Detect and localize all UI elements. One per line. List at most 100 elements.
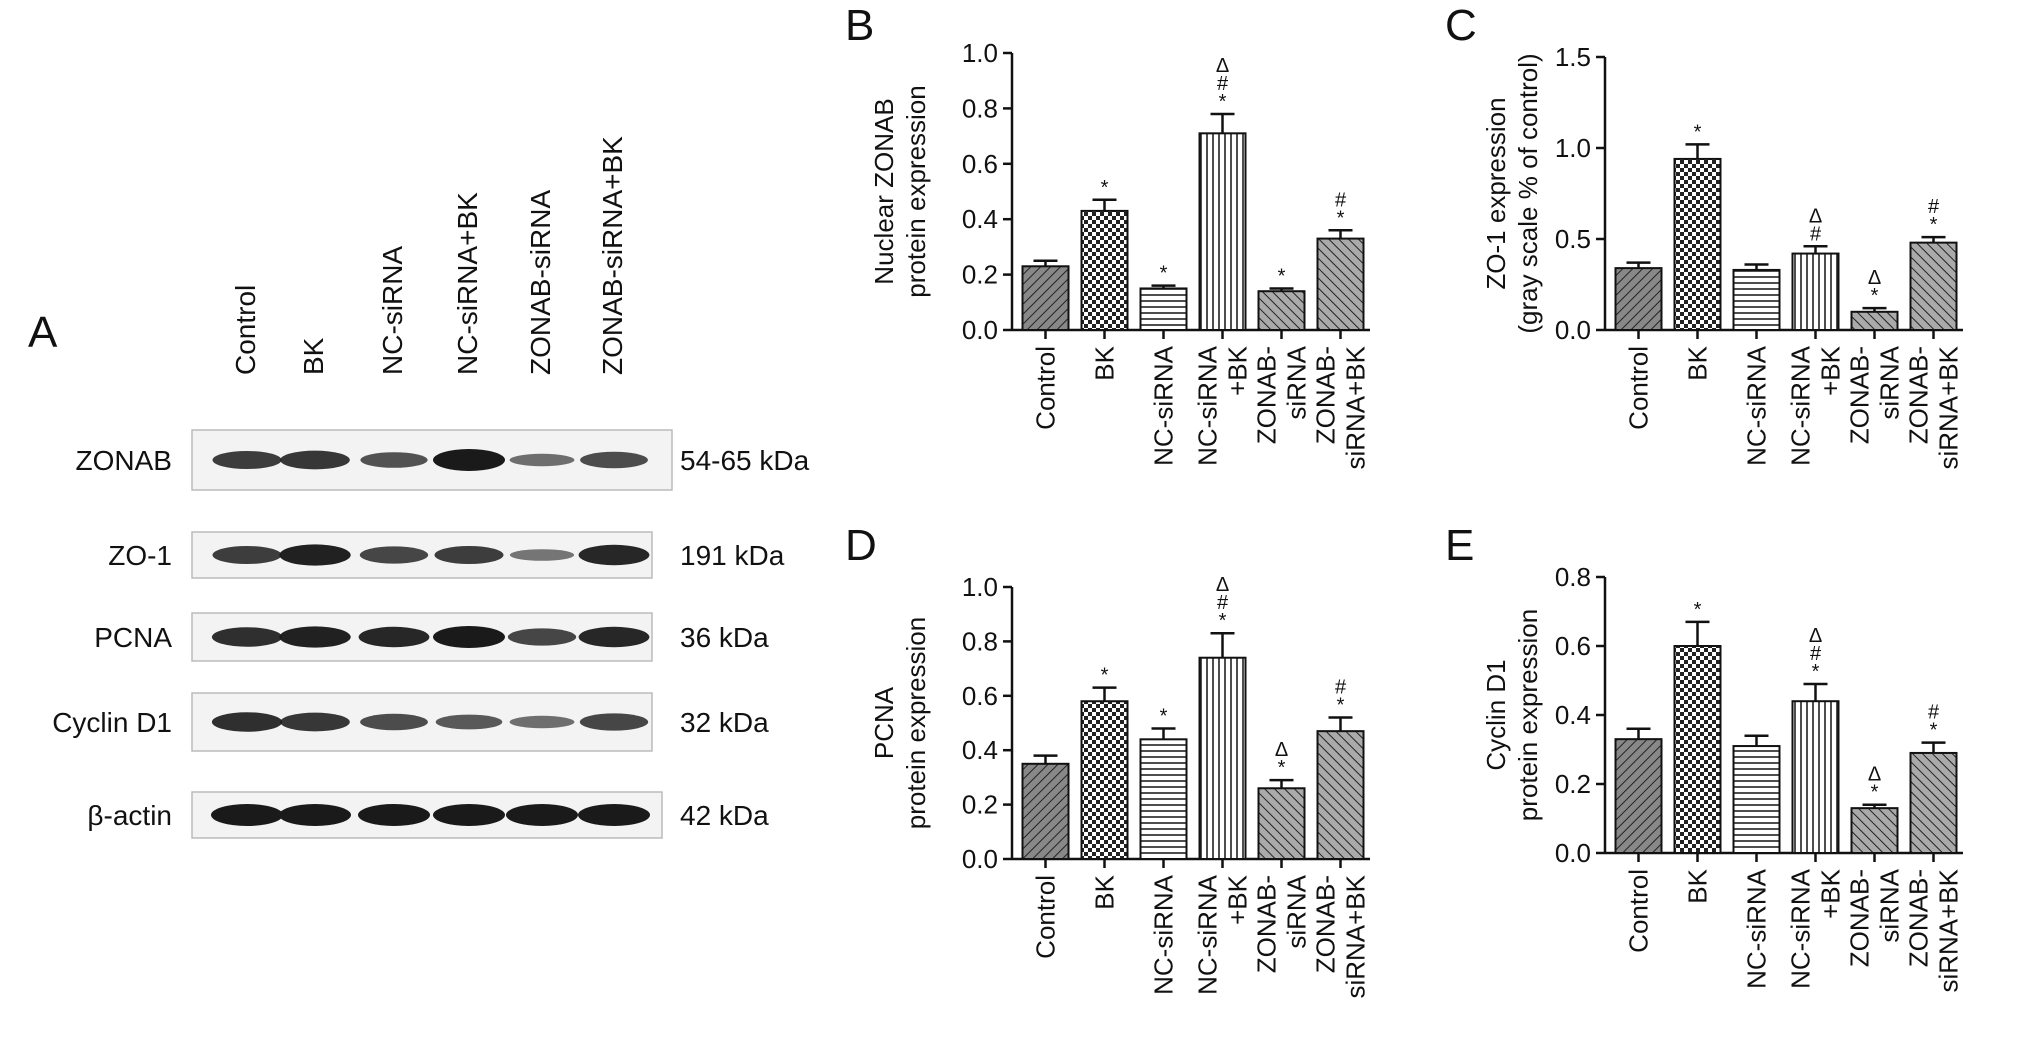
y-tick-label: 0.2 (962, 790, 998, 820)
panel-letter-a: A (28, 308, 58, 357)
y-tick-label: 0.8 (1555, 562, 1591, 592)
bar-nc-sirna (1732, 268, 1781, 332)
bar-nc-sirna (1732, 745, 1781, 854)
protein-label: Cyclin D1 (52, 707, 172, 738)
lane-label-bk: BK (298, 337, 329, 375)
significance-marker: * (1812, 661, 1820, 683)
blot-band (211, 627, 283, 647)
kda-label: 191 kDa (680, 540, 785, 571)
significance-marker: # (1335, 677, 1347, 699)
x-category-label: ZONAB-siRNA+BK (1311, 345, 1371, 469)
bar-bk (1080, 209, 1129, 331)
y-tick-label: 0.0 (962, 844, 998, 874)
blot-band (435, 714, 503, 730)
bar-zonab-sirna-bk (1909, 241, 1958, 331)
x-category-label: ZONAB-siRNA+BK (1904, 868, 1964, 992)
blot-band (212, 546, 282, 564)
bar-bk (1673, 157, 1722, 331)
blot-band (280, 712, 350, 732)
bar-nc-sirna-bk (1198, 656, 1247, 860)
y-tick-label: 1.0 (962, 38, 998, 68)
significance-marker: * (1160, 705, 1168, 727)
blot-band (212, 451, 282, 469)
significance-marker: * (1694, 599, 1702, 621)
blot-band (279, 544, 351, 566)
x-category-label: NC-siRNA (1742, 868, 1772, 989)
blot-band (211, 804, 283, 826)
significance-marker: * (1160, 263, 1168, 285)
y-tick-label: 1.0 (962, 572, 998, 602)
blot-band (433, 449, 505, 471)
bar-control (1021, 265, 1070, 332)
significance-marker: # (1335, 189, 1347, 211)
y-axis-label: PCNA protein expression (869, 617, 931, 829)
blot-band (580, 451, 648, 469)
bar-nc-sirna-bk (1791, 700, 1840, 855)
y-tick-label: 0.2 (962, 260, 998, 290)
bar-zonab-sirna-bk (1909, 751, 1958, 855)
x-category-label: ZONAB-siRNA (1845, 868, 1905, 967)
lane-label-nc-sirna-bk: NC-siRNA+BK (452, 192, 483, 375)
chart-panel-e: E 0.0 0.2 0.4 0.6 0.8 Cyclin D1 protein expres… (1445, 521, 1964, 993)
y-tick-label: 0.0 (962, 315, 998, 345)
kda-label: 42 kDa (680, 800, 769, 831)
bar-nc-sirna-bk (1791, 252, 1840, 331)
blot-band (578, 544, 650, 566)
blot-band (279, 804, 351, 826)
blot-band (433, 804, 505, 826)
x-category-label: Control (1624, 869, 1654, 953)
panel-letter-d: D (845, 521, 877, 570)
blot-band (434, 546, 504, 564)
y-tick-label: 0.0 (1555, 838, 1591, 868)
y-tick-label: 0.8 (962, 93, 998, 123)
blot-row-pcna: PCNA 36 kDa (94, 612, 769, 662)
blot-band (507, 628, 577, 646)
bar-nc-sirna-bk (1198, 132, 1247, 331)
panel-letter-e: E (1445, 521, 1474, 570)
x-category-label: Control (1031, 875, 1061, 959)
significance-marker: * (1694, 121, 1702, 143)
kda-label: 36 kDa (680, 622, 769, 653)
lane-label-nc-sirna: NC-siRNA (377, 246, 408, 375)
blot-band (358, 804, 430, 826)
blot-band (509, 453, 575, 467)
bar-control (1614, 738, 1663, 855)
x-category-label: ZONAB-siRNA (1252, 345, 1312, 444)
y-tick-label: 0.6 (962, 149, 998, 179)
significance-marker: * (1278, 757, 1286, 779)
y-axis-label: Cyclin D1 protein expression (1481, 609, 1543, 821)
blot-band (360, 713, 428, 731)
y-tick-label: 0.6 (962, 681, 998, 711)
x-category-label: ZONAB-siRNA+BK (1904, 345, 1964, 469)
significance-marker: Δ (1275, 739, 1288, 761)
x-category-label: NC-siRNA (1742, 345, 1772, 466)
x-category-label: NC-siRNA (1149, 874, 1179, 995)
x-category-label: BK (1683, 868, 1713, 903)
x-category-label: ZONAB-siRNA (1252, 874, 1312, 973)
significance-marker: * (1219, 610, 1227, 632)
significance-marker: Δ (1868, 267, 1881, 289)
bar-bk (1673, 645, 1722, 854)
y-tick-label: 0.0 (1555, 315, 1591, 345)
x-category-label: BK (1090, 345, 1120, 380)
kda-label: 54-65 kDa (680, 445, 810, 476)
significance-marker: # (1810, 223, 1822, 245)
significance-marker: # (1928, 702, 1940, 724)
significance-marker: # (1217, 73, 1229, 95)
bar-nc-sirna (1139, 738, 1188, 861)
bar-zonab-sirna-bk (1316, 730, 1365, 860)
y-axis-label: Nuclear ZONAB protein expression (869, 85, 931, 297)
significance-marker: # (1928, 196, 1940, 218)
x-category-label: NC-siRNA+BK (1786, 345, 1846, 466)
y-axis-label-line: ZO-1 expression (1481, 97, 1511, 289)
significance-marker: Δ (1216, 55, 1229, 77)
x-category-label: NC-siRNA+BK (1193, 874, 1253, 995)
significance-marker: * (1278, 265, 1286, 287)
significance-marker: * (1871, 782, 1879, 804)
blot-band (579, 713, 649, 731)
blot-row-cyclin-d1: Cyclin D1 32 kDa (52, 692, 769, 752)
significance-marker: * (1871, 285, 1879, 307)
y-tick-label: 1.5 (1555, 42, 1591, 72)
protein-label: ZONAB (76, 445, 172, 476)
